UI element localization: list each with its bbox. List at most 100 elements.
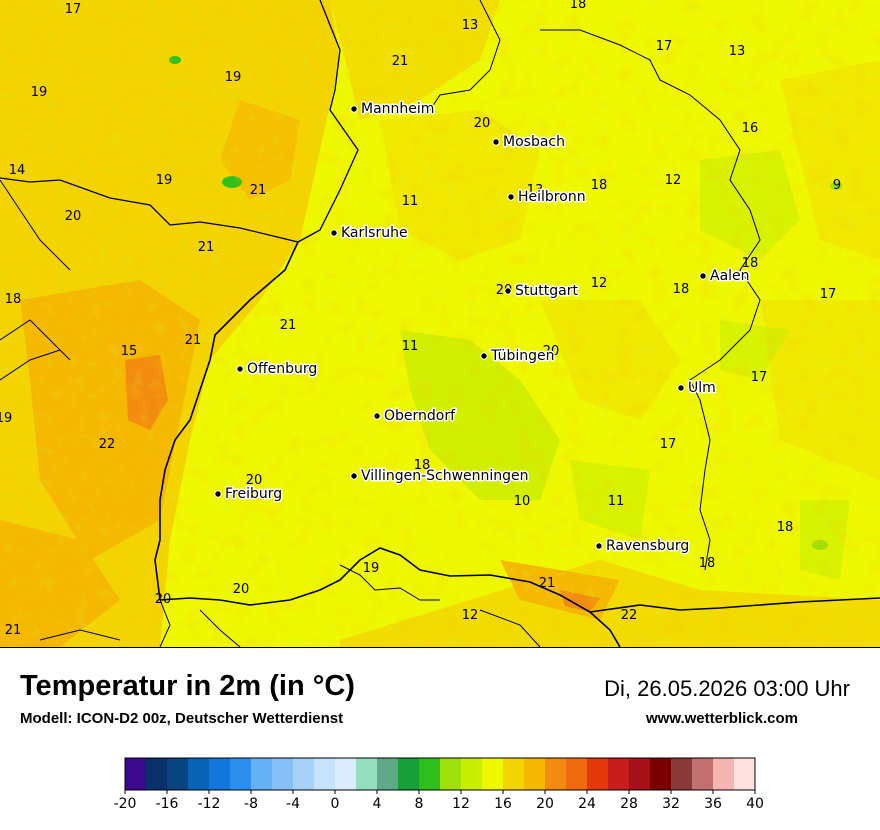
scale-swatch [125, 758, 147, 790]
map-canvas: 17 18 13 17 13 21 19 19 20 16 14 19 21 13 18 12 9 11 20 21 1… [0, 0, 880, 647]
scale-swatch [335, 758, 357, 790]
state-border-baden-wuerttemberg [0, 0, 359, 243]
color-scale-bar: -20 -16 -12 -8 -4 0 4 8 12 16 20 24 28 32 36 40 [114, 757, 764, 812]
scale-tick-label: 0 [331, 796, 340, 812]
temperature-labels: 17 18 13 17 13 21 19 19 20 16 14 19 21 13 18 12 9 11 20 21 1… [0, 0, 841, 638]
temperature-value: 19 [225, 70, 242, 85]
temperature-value: 20 [246, 473, 263, 488]
scale-swatch [608, 758, 630, 790]
scale-swatch [419, 758, 441, 790]
scale-swatch [461, 758, 483, 790]
city-name: Karlsruhe [341, 225, 408, 241]
scale-tick-label: 36 [704, 796, 722, 812]
temperature-value: 21 [539, 576, 556, 591]
city-dot [214, 490, 222, 498]
website-link[interactable]: www.wetterblick.com [646, 710, 798, 727]
temperature-value: 21 [5, 623, 22, 638]
state-border-bavaria [540, 29, 761, 571]
temperature-value: 17 [65, 2, 82, 17]
city-name: Villingen-Schwenningen [361, 468, 529, 484]
city-name: Heilbronn [518, 189, 586, 205]
city-markers: Mannheim Mosbach Heilbronn Karlsruhe Stuttga… [214, 100, 751, 556]
scale-swatch [314, 758, 336, 790]
city-marker: Karlsruhe [330, 224, 409, 243]
city-marker: Freiburg [214, 485, 284, 504]
temperature-value: 22 [621, 608, 638, 623]
scale-tick-label: -16 [156, 796, 179, 812]
temperature-value: 12 [591, 276, 608, 291]
scale-tick-label: -8 [244, 796, 258, 812]
scale-swatch [188, 758, 210, 790]
city-dot [492, 138, 500, 146]
city-name: Oberndorf [384, 408, 456, 424]
temperature-value: 20 [233, 582, 250, 597]
scale-tick-label: -4 [286, 796, 300, 812]
city-dot [480, 352, 488, 360]
city-dot [504, 287, 512, 295]
map-title: Temperatur in 2m (in °C) [20, 670, 355, 702]
city-dot [595, 542, 603, 550]
temperature-value: 18 [414, 458, 431, 473]
scale-tick-label: 4 [373, 796, 382, 812]
scale-swatch [524, 758, 546, 790]
scale-swatch [713, 758, 735, 790]
temperature-value: 17 [820, 287, 837, 302]
scale-swatch [566, 758, 588, 790]
scale-swatch [629, 758, 651, 790]
temperature-value: 22 [99, 437, 116, 452]
scale-tick-label: -20 [114, 796, 137, 812]
city-dot [236, 365, 244, 373]
temperature-value: 17 [660, 437, 677, 452]
scale-swatch [692, 758, 714, 790]
city-marker: Offenburg [236, 360, 319, 379]
scale-tick-label: 20 [536, 796, 554, 812]
city-marker: Aalen [699, 267, 751, 286]
temperature-map: 17 18 13 17 13 21 19 19 20 16 14 19 21 13 18 12 9 11 20 21 1… [0, 0, 880, 648]
scale-swatch [377, 758, 399, 790]
city-marker: Oberndorf [373, 407, 458, 426]
scale-tick-label: 12 [452, 796, 470, 812]
temperature-value: 13 [527, 183, 544, 198]
city-name: Aalen [710, 268, 750, 284]
scale-swatch [587, 758, 609, 790]
city-name: Ulm [688, 380, 716, 396]
temperature-value: 20 [155, 592, 172, 607]
city-marker: Heilbronn [507, 188, 587, 207]
scale-swatch [230, 758, 252, 790]
temperature-value: 18 [673, 282, 690, 297]
city-name: Mannheim [361, 101, 434, 117]
model-subtitle: Modell: ICON-D2 00z, Deutscher Wetterdie… [20, 710, 344, 727]
temperature-value: 12 [665, 173, 682, 188]
scale-swatch [440, 758, 462, 790]
rhine-border-france [154, 241, 299, 601]
temperature-value: 17 [751, 370, 768, 385]
scale-swatch [146, 758, 168, 790]
scale-tick-label: 28 [620, 796, 638, 812]
scale-tick-label: 32 [662, 796, 680, 812]
city-name: Ravensburg [606, 538, 689, 554]
temperature-value: 18 [699, 556, 716, 571]
temperature-value: 16 [742, 121, 759, 136]
temperature-value: 18 [5, 292, 22, 307]
scale-swatch [293, 758, 315, 790]
scale-swatch [398, 758, 420, 790]
scale-swatch [650, 758, 672, 790]
temperature-value: 18 [777, 520, 794, 535]
temperature-value: 19 [31, 85, 48, 100]
scale-swatch [356, 758, 378, 790]
city-dot [350, 472, 358, 480]
scale-tick-label: 24 [578, 796, 596, 812]
city-name: Freiburg [225, 486, 282, 502]
temperature-value: 9 [833, 178, 841, 193]
temperature-value: 21 [198, 240, 215, 255]
scale-swatch [167, 758, 189, 790]
city-name: Tübingen [490, 348, 555, 364]
temperature-value: 12 [462, 608, 479, 623]
temperature-value: 11 [402, 194, 419, 209]
temperature-scale: -20 -16 -12 -8 -4 0 4 8 12 16 20 24 28 32 36 40 [0, 750, 880, 830]
city-name: Offenburg [247, 361, 317, 377]
temperature-value: 13 [729, 44, 746, 59]
scale-swatch [272, 758, 294, 790]
scale-swatch [482, 758, 504, 790]
city-marker: Ulm [677, 379, 717, 398]
